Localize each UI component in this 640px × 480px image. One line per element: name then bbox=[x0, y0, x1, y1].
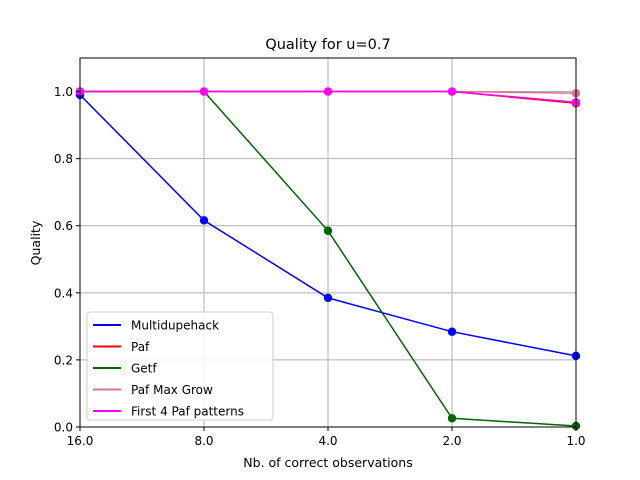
x-tick-label: 1.0 bbox=[566, 434, 585, 448]
series-layer bbox=[75, 87, 581, 431]
legend-box bbox=[86, 311, 274, 421]
y-tick-label: 0.8 bbox=[54, 152, 73, 166]
data-point bbox=[323, 226, 333, 235]
y-tick-label: 1.0 bbox=[54, 85, 73, 99]
data-point bbox=[199, 87, 209, 96]
x-tick-label: 2.0 bbox=[442, 434, 461, 448]
data-point bbox=[323, 87, 333, 96]
x-axis-ticks: 16.0 8.0 4.0 2.0 1.0 bbox=[67, 427, 586, 448]
data-point bbox=[323, 293, 333, 303]
y-tick-label: 0.4 bbox=[54, 286, 73, 300]
data-point bbox=[447, 414, 457, 423]
y-tick-label: 0.6 bbox=[54, 219, 73, 233]
legend: Multidupehack Paf Getf Paf Max Grow First 4 … bbox=[86, 311, 274, 421]
x-tick-label: 16.0 bbox=[67, 434, 94, 448]
x-axis-label: Nb. of correct observations bbox=[243, 455, 412, 470]
chart-title: Quality for u=0.7 bbox=[265, 37, 390, 53]
data-point bbox=[447, 87, 457, 96]
x-tick-label: 8.0 bbox=[194, 434, 213, 448]
y-tick-label: 0.0 bbox=[54, 421, 73, 435]
legend-label: First 4 Paf patterns bbox=[131, 405, 244, 419]
legend-label: Multidupehack bbox=[131, 319, 219, 333]
legend-label: Getf bbox=[131, 362, 157, 376]
y-axis-ticks: 0.0 0.2 0.4 0.6 0.8 1.0 bbox=[54, 85, 80, 435]
y-axis-label: Quality bbox=[28, 220, 43, 265]
data-point bbox=[199, 216, 209, 225]
x-tick-label: 4.0 bbox=[318, 434, 337, 448]
legend-label: Paf bbox=[131, 340, 150, 354]
data-point bbox=[447, 327, 457, 336]
legend-label: Paf Max Grow bbox=[131, 383, 213, 397]
y-tick-label: 0.2 bbox=[54, 353, 73, 367]
